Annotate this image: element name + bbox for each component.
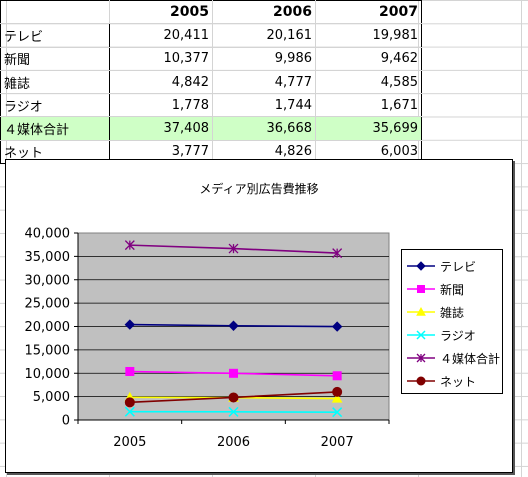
legend-label: テレビ: [440, 259, 477, 274]
chart-canvas: 0 5,000 10,000 15,000 20,000 25,000 30,000 35,0…: [25, 227, 390, 450]
legend-item[interactable]: テレビ: [406, 258, 476, 274]
y-tick-label: 35,000: [25, 250, 71, 265]
chart-title: メディア別広告費推移: [199, 182, 319, 196]
legend-item[interactable]: 新聞: [406, 281, 464, 297]
y-tick-label: 10,000: [25, 367, 71, 382]
y-tick-label: 0: [62, 414, 70, 429]
data-point: [125, 366, 135, 376]
data-point: [332, 371, 342, 381]
y-tick-label: 40,000: [25, 227, 71, 242]
data-table: 2005 2006 2007 テレビ 20,411 20,161 19,981 …: [0, 0, 422, 165]
y-tick-label: 5,000: [33, 390, 70, 405]
data-cell[interactable]: 4,777: [212, 69, 316, 95]
data-point: [331, 393, 343, 403]
data-cell[interactable]: 1,671: [315, 93, 422, 118]
data-point: [332, 386, 343, 397]
legend-marker: [416, 330, 426, 340]
legend-label: ネット: [440, 374, 477, 389]
legend-item[interactable]: ４媒体合計: [406, 350, 500, 366]
line-chart[interactable]: メディア別広告費推移 0 5,000 10,000 15,000 20,000 25,00…: [5, 159, 513, 473]
data-cell[interactable]: 37,408: [109, 116, 213, 141]
data-point: [228, 243, 239, 254]
header-cell[interactable]: 2007: [315, 0, 422, 25]
x-tick-label: 2007: [321, 435, 354, 450]
row-label[interactable]: ４媒体合計: [0, 116, 110, 141]
legend-swatch: [407, 353, 435, 363]
data-cell[interactable]: 1,744: [212, 93, 316, 118]
row-label[interactable]: 雑誌: [0, 69, 110, 95]
row-label[interactable]: ラジオ: [0, 93, 110, 118]
data-cell[interactable]: 9,986: [212, 46, 316, 71]
legend-item[interactable]: ラジオ: [406, 327, 476, 343]
data-cell[interactable]: 35,699: [315, 116, 422, 141]
data-cell[interactable]: 4,585: [315, 69, 422, 95]
legend-swatch: [407, 261, 435, 271]
legend-marker: [416, 353, 426, 363]
data-point: [124, 319, 136, 330]
table-row: 新聞 10,377 9,986 9,462: [0, 46, 422, 71]
y-tick-label: 30,000: [25, 273, 71, 288]
table-row-total: ４媒体合計 37,408 36,668 35,699: [0, 116, 422, 141]
data-cell[interactable]: 36,668: [212, 116, 316, 141]
data-point: [228, 392, 239, 403]
legend-item[interactable]: ネット: [406, 373, 476, 389]
row-label[interactable]: テレビ: [0, 23, 110, 48]
data-cell[interactable]: 9,462: [315, 46, 422, 71]
table-row: テレビ 20,411 20,161 19,981: [0, 23, 422, 48]
data-cell[interactable]: 4,842: [109, 69, 213, 95]
data-cell[interactable]: 20,411: [109, 23, 213, 48]
x-tick-label: 2005: [113, 435, 146, 450]
legend-swatch: [407, 306, 435, 316]
table-row: 雑誌 4,842 4,777 4,585: [0, 69, 422, 95]
data-point: [124, 240, 135, 251]
legend-label: ４媒体合計: [440, 351, 501, 366]
legend-swatch: [407, 330, 435, 340]
data-cell[interactable]: 20,161: [212, 23, 316, 48]
data-point: [332, 248, 343, 259]
data-point: [228, 406, 239, 417]
data-point: [229, 368, 238, 378]
x-tick-label: 2006: [217, 435, 250, 450]
header-cell[interactable]: 2006: [212, 0, 316, 25]
legend-marker: [416, 306, 426, 316]
legend-swatch: [407, 376, 435, 386]
y-tick-label: 15,000: [25, 343, 71, 358]
data-point: [331, 321, 343, 332]
legend-marker: [417, 285, 425, 293]
legend-swatch: [407, 285, 435, 293]
header-cell[interactable]: 2005: [109, 0, 213, 25]
header-cell[interactable]: [0, 0, 110, 25]
y-tick-label: 20,000: [25, 320, 71, 335]
data-point: [332, 407, 343, 418]
data-cell[interactable]: 1,778: [109, 93, 213, 118]
legend-marker: [416, 376, 426, 386]
legend-label: 新聞: [440, 282, 465, 297]
data-cell[interactable]: 19,981: [315, 23, 422, 48]
data-point: [228, 320, 239, 331]
data-point: [124, 397, 135, 408]
legend-label: 雑誌: [440, 305, 465, 320]
data-cell[interactable]: 10,377: [109, 46, 213, 71]
table-header-row: 2005 2006 2007: [0, 0, 422, 25]
y-tick-label: 25,000: [25, 297, 71, 312]
legend-label: ラジオ: [440, 328, 476, 343]
row-label[interactable]: 新聞: [0, 46, 110, 71]
legend-marker: [416, 261, 426, 271]
chart-legend[interactable]: テレビ新聞雑誌ラジオ ４媒体合計ネット: [401, 249, 503, 394]
data-point: [124, 406, 135, 417]
legend-item[interactable]: 雑誌: [406, 304, 464, 320]
table-row: ラジオ 1,778 1,744 1,671: [0, 93, 422, 118]
